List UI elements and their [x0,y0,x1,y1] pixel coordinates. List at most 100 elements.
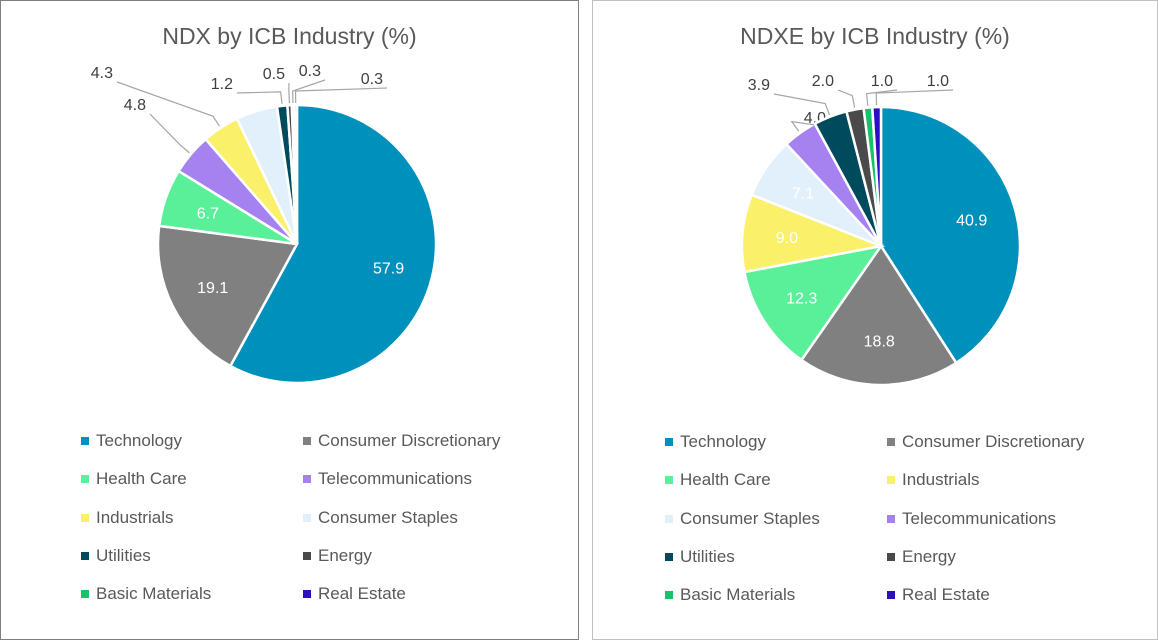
legend-label: Energy [902,546,956,566]
data-label-utilities: 1.2 [211,76,233,93]
legend-item-real-estate: Real Estate [887,585,990,605]
data-label-utilities: 3.9 [748,77,770,94]
legend-label: Industrials [96,507,174,527]
legend-swatch [887,438,895,446]
legend-item-health-care: Health Care [81,469,187,489]
legend-label: Consumer Discretionary [902,432,1085,451]
data-label-energy: 2.0 [812,73,834,90]
data-label-consumer-discretionary: 18.8 [864,334,895,351]
legend-swatch [887,552,895,561]
legend-label: Telecommunications [902,508,1057,528]
pie-slice-industrials [740,193,886,274]
legend-label: Industrials [902,470,980,490]
data-label-technology: 40.9 [956,212,987,229]
ndxe-pie-chart: 40.918.812.39.07.14.03.9 2.0 1.0 1.0 [740,73,1022,387]
legend-item-industrials: Industrials [887,470,979,490]
legend-label: Technology [680,432,767,451]
legend-swatch [303,475,311,484]
legend-swatch [887,476,895,485]
data-label-basic-materials: 0.3 [299,63,321,80]
leader-line-utilities [236,91,283,104]
legend-label: Telecommunications [318,469,473,489]
legend-label: Basic Materials [96,584,212,604]
legend-item-technology: Technology [665,432,766,452]
legend-label: Utilities [680,546,735,566]
leader-line-real-estate [875,89,954,106]
data-label-industrials: 4.3 [91,65,113,82]
pie-slice-real-estate [870,105,883,247]
legend-swatch [81,475,89,484]
data-label-telecommunications: 4.8 [124,97,146,114]
legend-swatch [665,552,673,561]
leader-line-basic-materials [292,79,326,104]
data-label-health-care: 12.3 [786,290,817,307]
leader-line-industrials [116,81,221,127]
legend-swatch [81,513,89,522]
legend-item-utilities: Utilities [81,546,151,566]
legend-item-energy: Energy [303,546,372,566]
legend-swatch [665,438,673,446]
data-label-technology: 57.9 [373,260,404,277]
legend-label: Technology [96,431,183,450]
legend-swatch [887,514,895,523]
legend-item-technology: Technology [81,431,182,451]
data-label-health-care: 6.7 [197,205,219,222]
legend-label: Consumer Discretionary [318,431,501,450]
legend-item-basic-materials: Basic Materials [665,585,795,605]
legend-swatch [81,437,89,445]
legend-item-energy: Energy [887,547,956,567]
legend-item-consumer-discretionary: Consumer Discretionary [887,432,1084,452]
leader-line-telecommunications [149,113,190,154]
legend-label: Utilities [96,545,151,565]
legend-swatch [303,513,311,522]
ndxe-chart-title: NDXE by ICB Industry (%) [740,23,1010,49]
legend-item-consumer-discretionary: Consumer Discretionary [303,431,500,451]
legend-label: Health Care [680,470,771,490]
leader-line-energy [288,82,291,104]
legend-item-consumer-staples: Consumer Staples [665,509,820,529]
pie-slice-consumer-discretionary [799,243,958,387]
leader-line-energy [837,89,856,108]
leader-line-real-estate [294,87,388,104]
legend-item-industrials: Industrials [81,508,173,528]
legend-item-telecommunications: Telecommunications [303,469,472,489]
legend-label: Consumer Staples [318,507,458,527]
legend-label: Real Estate [902,585,990,605]
pie-slice-technology [228,103,438,385]
data-label-industrials: 9.0 [776,230,798,247]
leader-line-basic-materials [865,89,898,106]
legend-item-consumer-staples: Consumer Staples [303,508,458,528]
ndx-chart-title: NDX by ICB Industry (%) [162,23,417,49]
legend-swatch [303,551,311,560]
legend-swatch [81,551,89,560]
legend-swatch [665,514,673,523]
pie-slice-consumer-discretionary [156,224,299,368]
legend-swatch [303,437,311,445]
legend-swatch [665,591,673,600]
ndx-chart-panel: NDX by ICB Industry (%) 57.9 19.1 6.7 4.8 4.… [0,0,579,640]
legend-label: Energy [318,545,372,565]
legend-label: Consumer Staples [680,508,820,528]
legend-item-health-care: Health Care [665,470,771,490]
ndxe-chart-panel: NDXE by ICB Industry (%) 40.9 18.8 12.3 9.0… [592,0,1158,640]
legend-item-real-estate: Real Estate [303,584,406,604]
legend-label: Real Estate [318,584,406,604]
pie-slice-health-care [742,244,884,362]
legend-item-utilities: Utilities [665,547,735,567]
legend-label: Health Care [96,469,187,489]
data-label-real-estate: 0.3 [361,71,383,88]
legend-swatch [303,590,311,599]
legend-swatch [887,591,895,600]
data-label-basic-materials: 1.0 [871,73,893,90]
legend-swatch [81,590,89,599]
legend-label: Basic Materials [680,585,796,605]
legend-swatch [665,476,673,485]
data-label-energy: 0.5 [263,66,285,83]
data-label-real-estate: 1.0 [927,73,949,90]
leader-line-utilities [773,93,831,115]
legend-item-basic-materials: Basic Materials [81,584,211,604]
legend-item-telecommunications: Telecommunications [887,509,1056,529]
ndx-pie-chart: 57.9 19.1 6.7 4.8 4.3 1.2 0.5 0.3 0.3 [91,63,438,385]
pie-slice-real-estate [293,103,299,245]
data-label-consumer-staples: 7.1 [792,186,814,203]
